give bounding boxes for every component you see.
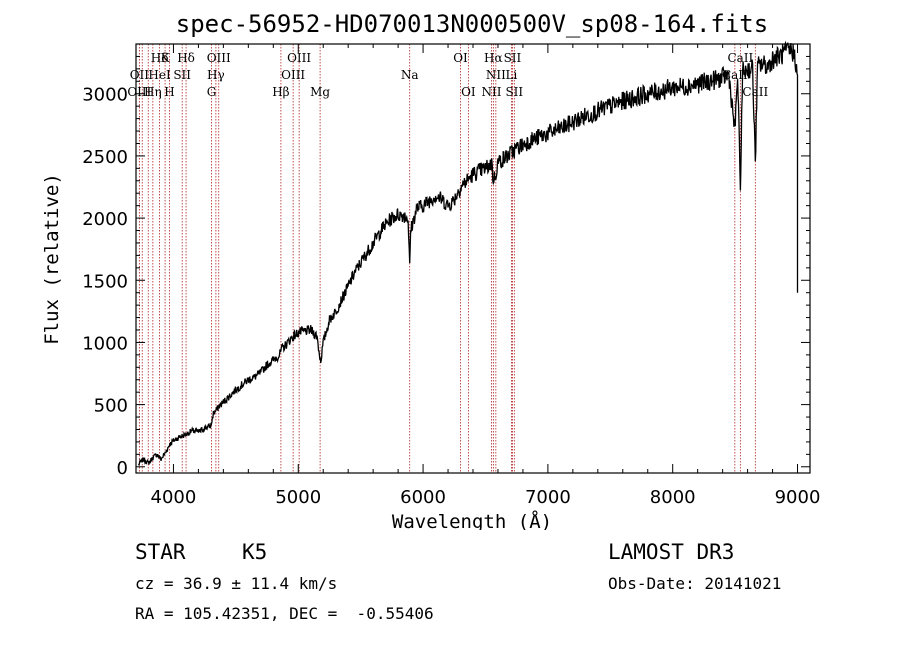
line-label-9: OII [130, 68, 150, 82]
line-label-2: Hδ [177, 51, 195, 65]
line-label-14: Na [401, 68, 419, 82]
x-tick-label-5: 9000 [775, 487, 821, 508]
observation-date: Obs-Date: 20141021 [608, 574, 782, 593]
object-class: STAR [135, 540, 186, 564]
line-label-10: HeI [148, 68, 171, 82]
line-label-25: NII [481, 85, 501, 99]
line-label-26: SII [505, 85, 523, 99]
line-label-19: Hη [144, 85, 162, 99]
line-label-13: OIII [281, 68, 305, 82]
x-tick-label-2: 6000 [400, 487, 446, 508]
line-label-27: CaII [742, 85, 768, 99]
redshift-value: cz = 36.9 ± 11.4 km/s [135, 574, 338, 593]
line-label-24: OI [461, 85, 476, 99]
line-label-18: OIII [127, 85, 151, 99]
y-tick-label-0: 0 [117, 458, 128, 479]
line-label-23: Mg [310, 85, 330, 99]
chart-title: spec-56952-HD070013N000500V_sp08-164.fit… [176, 10, 768, 38]
spectrum-line [137, 40, 799, 467]
survey-name: LAMOST DR3 [608, 540, 735, 564]
x-tick-label-3: 7000 [525, 487, 571, 508]
line-label-22: Hβ [272, 85, 289, 99]
line-markers [138, 44, 756, 473]
spectrum-chart: spec-56952-HD070013N000500V_sp08-164.fit… [41, 10, 821, 533]
line-label-21: G [207, 85, 217, 99]
x-axis-label: Wavelength (Å) [392, 510, 552, 530]
x-tick-label-0: 4000 [151, 487, 197, 508]
line-label-5: OI [453, 51, 468, 65]
line-label-16: Li [506, 68, 518, 82]
line-label-3: OIII [207, 51, 231, 65]
line-label-8: CaII [727, 51, 753, 65]
y-axis-ticks: 0 500 1000 1500 2000 2500 3000 [82, 55, 810, 479]
line-label-11: SII [173, 68, 191, 82]
line-label-6: Hα [484, 51, 503, 65]
line-label-12: Hγ [207, 68, 225, 82]
line-label-0: Hδ [151, 51, 169, 65]
object-subclass: K5 [242, 540, 268, 564]
y-tick-label-4: 2000 [82, 209, 128, 230]
line-label-7: SII [504, 51, 522, 65]
y-tick-label-3: 1500 [82, 271, 128, 292]
line-label-1: K [161, 51, 171, 65]
y-tick-label-6: 3000 [82, 85, 128, 106]
x-axis-ticks: 4000 5000 6000 7000 8000 9000 [151, 44, 821, 508]
x-tick-label-1: 5000 [275, 487, 321, 508]
y-tick-label-1: 500 [94, 396, 128, 417]
line-label-4: OIII [287, 51, 311, 65]
plot-frame [135, 43, 811, 474]
line-label-15: NII [486, 68, 506, 82]
x-tick-label-4: 8000 [650, 487, 696, 508]
y-tick-label-2: 1000 [82, 333, 128, 354]
coordinates: RA = 105.42351, DEC = -0.55406 [135, 604, 434, 623]
line-label-20: H [164, 85, 174, 99]
y-axis-label: Flux (relative) [41, 173, 63, 345]
y-tick-label-5: 2500 [82, 147, 128, 168]
